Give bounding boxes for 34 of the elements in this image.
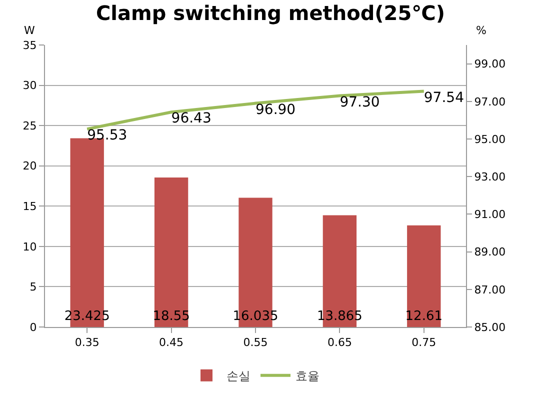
x-tick-label: 0.45 <box>159 336 184 350</box>
x-tick-label: 0.65 <box>327 336 352 350</box>
x-tick-label: 0.75 <box>412 336 436 350</box>
y2-tick-label: 87.00 <box>474 283 506 296</box>
y2-tick-label: 91.00 <box>474 208 506 222</box>
bar <box>407 225 441 327</box>
y-tick-label: 0 <box>30 320 37 334</box>
data-label: 95.53 <box>87 128 128 144</box>
y2-tick-label: 93.00 <box>474 170 506 184</box>
y2-tick-label: 89.00 <box>474 246 506 259</box>
data-label: 96.43 <box>171 110 212 127</box>
y-tick-label: 15 <box>22 200 37 213</box>
y2-tick-label: 95.00 <box>474 132 506 146</box>
line-series <box>86 90 426 131</box>
y2-axis-title: % <box>476 24 486 37</box>
bar <box>154 178 188 327</box>
data-label: 97.54 <box>424 90 464 106</box>
data-label: 97.30 <box>340 94 380 110</box>
y-tick-label: 30 <box>22 79 37 92</box>
chart-title: Clamp switching method(25℃) <box>96 1 446 26</box>
x-tick-label: 0.55 <box>243 336 268 350</box>
y-tick-label: 10 <box>22 240 37 254</box>
legend-label: 손실 <box>226 369 250 384</box>
data-label: 96.90 <box>256 102 296 118</box>
y-axis-title: W <box>24 24 35 37</box>
x-tick-label: 0.35 <box>74 336 100 350</box>
legend-label: 효율 <box>296 369 320 384</box>
y2-tick-label: 97.00 <box>474 95 506 108</box>
y2-tick-label: 85.00 <box>474 320 506 334</box>
y-tick-label: 25 <box>22 119 37 132</box>
y2-tick-label: 99.00 <box>474 58 506 71</box>
y-tick-label: 5 <box>30 280 37 294</box>
y-tick-label: 20 <box>22 160 37 173</box>
y-tick-label: 35 <box>22 38 37 52</box>
